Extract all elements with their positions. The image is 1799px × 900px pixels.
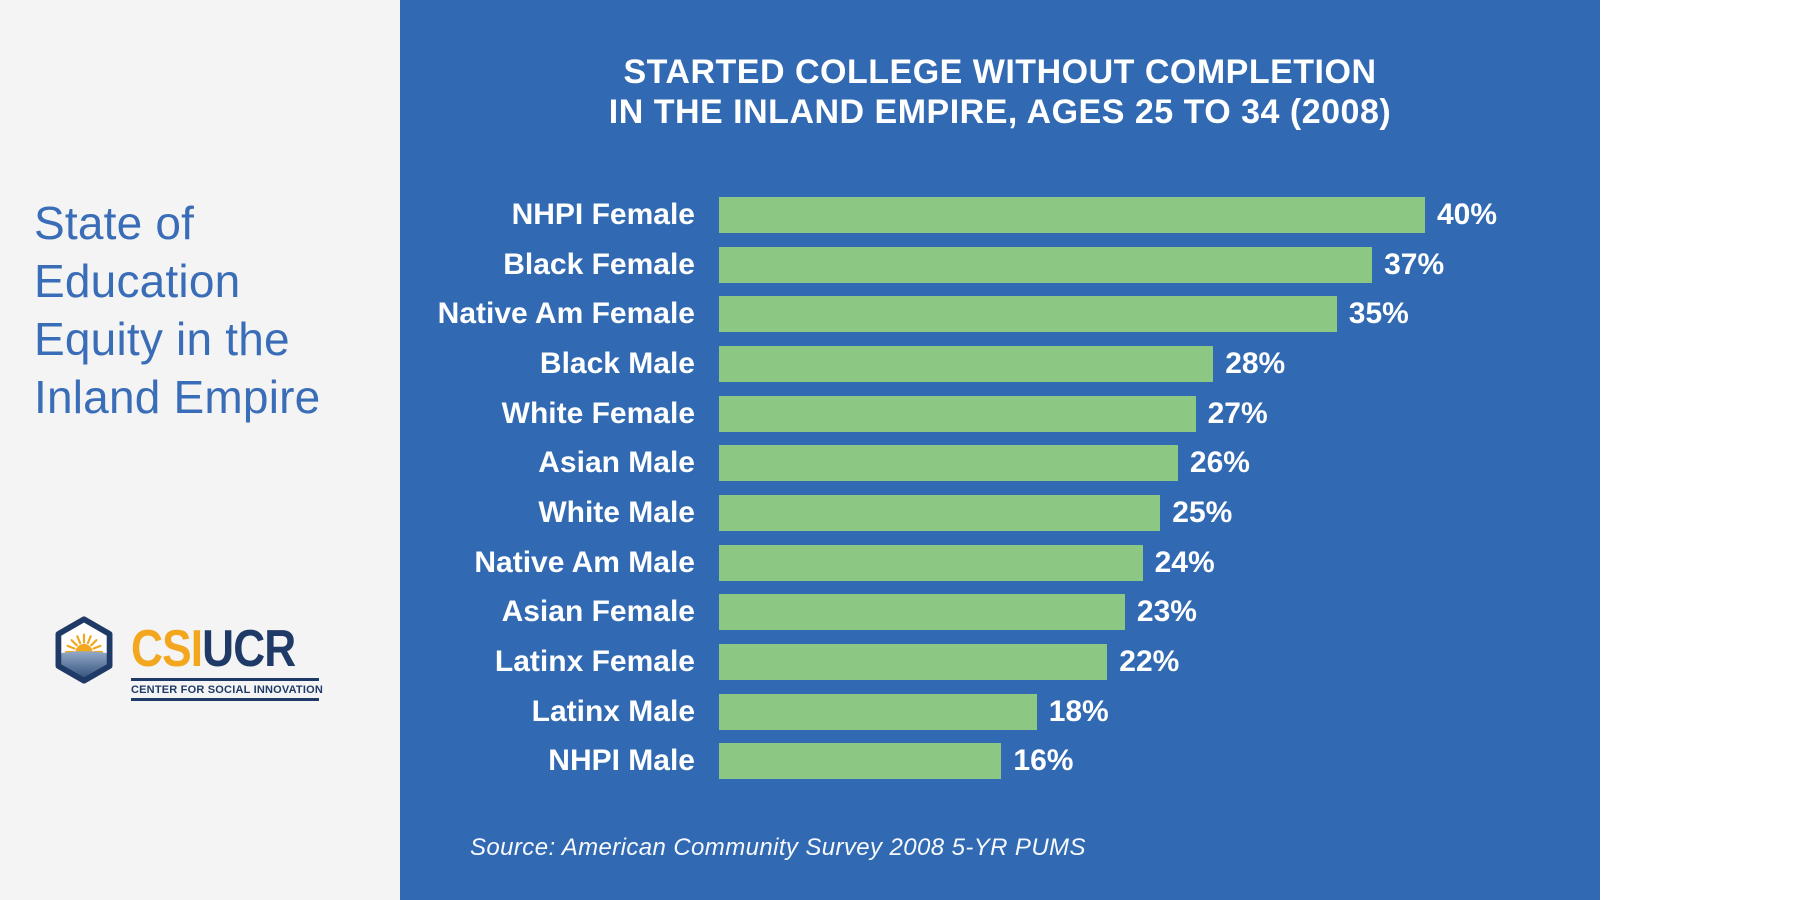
bar-row: Latinx Male 18% bbox=[400, 687, 1600, 737]
bar-row: Asian Male 26% bbox=[400, 438, 1600, 488]
bar-row: Latinx Female 22% bbox=[400, 637, 1600, 687]
bar-category-label: NHPI Female bbox=[511, 197, 695, 231]
bar bbox=[719, 445, 1178, 482]
bar-value-label: 18% bbox=[1048, 694, 1109, 728]
logo-text: CSIUCR CENTER FOR SOCIAL INNOVATION bbox=[131, 623, 324, 701]
bar-row: Native Am Male 24% bbox=[400, 538, 1600, 588]
bar-category-label: Native Am Male bbox=[474, 545, 695, 579]
bar bbox=[719, 693, 1037, 730]
left-panel: State of Education Equity in the Inland … bbox=[0, 0, 400, 900]
chart-panel: STARTED COLLEGE WITHOUT COMPLETION IN TH… bbox=[400, 0, 1600, 900]
bar-category-label: Latinx Male bbox=[531, 694, 695, 728]
page-title-line: State of bbox=[34, 197, 195, 249]
bar-category-label: Native Am Female bbox=[437, 297, 695, 331]
bar-category-label: Asian Female bbox=[501, 595, 695, 629]
bar bbox=[719, 544, 1143, 581]
logo-csi: CSI bbox=[131, 620, 203, 678]
bar bbox=[719, 594, 1125, 631]
bar bbox=[719, 345, 1214, 382]
bar bbox=[719, 743, 1002, 780]
bar-value-label: 27% bbox=[1207, 396, 1268, 430]
bar-value-label: 37% bbox=[1384, 247, 1445, 281]
bar-category-label: Black Female bbox=[503, 247, 695, 281]
bar-row: Black Male 28% bbox=[400, 339, 1600, 389]
bar-category-label: Black Male bbox=[539, 346, 695, 380]
bar-value-label: 26% bbox=[1189, 446, 1250, 480]
bar-row: White Male 25% bbox=[400, 488, 1600, 538]
bar-value-label: 25% bbox=[1172, 495, 1233, 529]
bar-category-label: NHPI Male bbox=[548, 744, 695, 778]
bar-value-label: 24% bbox=[1154, 545, 1215, 579]
bar-row: Black Female 37% bbox=[400, 240, 1600, 290]
csi-ucr-logo: CSIUCR CENTER FOR SOCIAL INNOVATION bbox=[52, 616, 324, 701]
bar-category-label: White Male bbox=[538, 495, 695, 529]
bar bbox=[719, 494, 1161, 531]
bar bbox=[719, 196, 1425, 233]
chart-title-line: STARTED COLLEGE WITHOUT COMPLETION bbox=[623, 53, 1377, 91]
bar bbox=[719, 395, 1196, 432]
bar bbox=[719, 296, 1337, 333]
logo-wordmark: CSIUCR bbox=[131, 623, 296, 675]
page-title-line: Education bbox=[34, 255, 241, 307]
bar-row: Asian Female 23% bbox=[400, 588, 1600, 638]
bar-value-label: 28% bbox=[1225, 346, 1286, 380]
bar-value-label: 23% bbox=[1136, 595, 1197, 629]
chart-title-line: IN THE INLAND EMPIRE, AGES 25 TO 34 (200… bbox=[608, 93, 1392, 131]
bar-chart: NHPI Female 40% Black Female 37% Native Am F… bbox=[400, 190, 1600, 786]
bar bbox=[719, 644, 1108, 681]
logo-ucr: UCR bbox=[202, 620, 296, 678]
bar-row: NHPI Male 16% bbox=[400, 737, 1600, 787]
bar-row: NHPI Female 40% bbox=[400, 190, 1600, 240]
bar-row: White Female 27% bbox=[400, 389, 1600, 439]
bar bbox=[719, 246, 1373, 283]
bar-category-label: Asian Male bbox=[538, 446, 695, 480]
page-title: State of Education Equity in the Inland … bbox=[34, 194, 394, 426]
logo-subtitle: CENTER FOR SOCIAL INNOVATION bbox=[131, 678, 323, 701]
hexagon-sunrise-icon bbox=[52, 616, 116, 684]
bar-row: Native Am Female 35% bbox=[400, 289, 1600, 339]
bar-value-label: 35% bbox=[1348, 297, 1409, 331]
bar-value-label: 22% bbox=[1119, 645, 1180, 679]
bar-value-label: 40% bbox=[1437, 197, 1498, 231]
page-title-line: Equity in the bbox=[34, 313, 290, 365]
chart-title: STARTED COLLEGE WITHOUT COMPLETION IN TH… bbox=[400, 52, 1600, 132]
source-note: Source: American Community Survey 2008 5… bbox=[470, 834, 1086, 861]
bar-category-label: White Female bbox=[501, 396, 695, 430]
page-title-line: Inland Empire bbox=[34, 371, 321, 423]
bar-value-label: 16% bbox=[1013, 744, 1074, 778]
bar-category-label: Latinx Female bbox=[494, 645, 695, 679]
